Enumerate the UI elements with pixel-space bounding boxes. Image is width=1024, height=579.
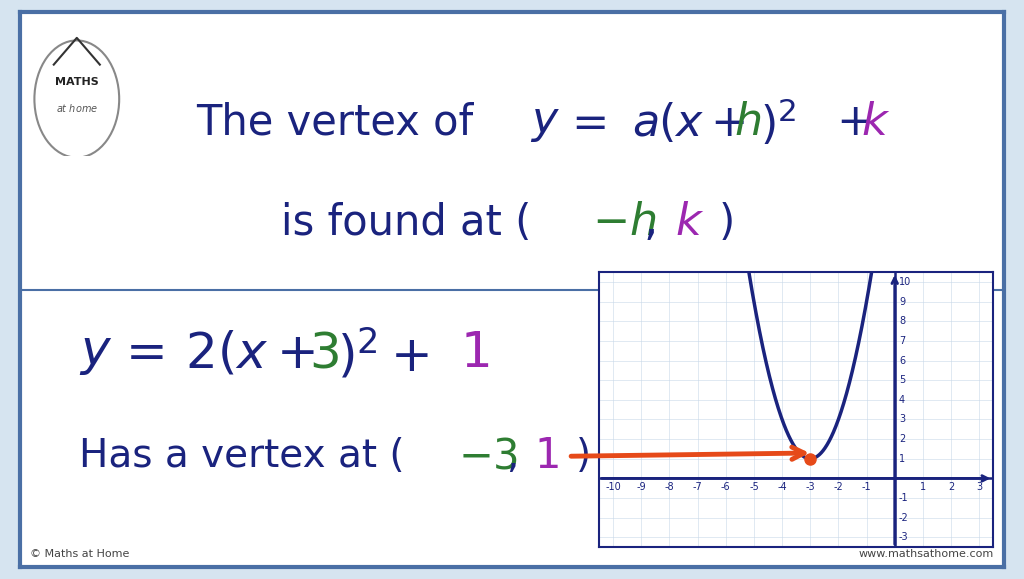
Text: 5: 5 xyxy=(899,375,905,385)
Text: 8: 8 xyxy=(899,316,905,326)
Text: $3$: $3$ xyxy=(308,329,338,378)
Text: $,$: $,$ xyxy=(642,201,654,244)
Text: $\mathit{y}$: $\mathit{y}$ xyxy=(530,101,560,144)
Text: 9: 9 xyxy=(899,296,905,307)
Text: Has a vertex at (: Has a vertex at ( xyxy=(80,437,404,475)
Text: $\mathit{k}$: $\mathit{k}$ xyxy=(861,101,891,144)
Text: $(\mathit{x}+$: $(\mathit{x}+$ xyxy=(657,101,744,145)
Text: -7: -7 xyxy=(692,482,702,492)
Text: 2: 2 xyxy=(948,482,954,492)
Text: $)^2+$: $)^2+$ xyxy=(337,326,429,381)
Text: -1: -1 xyxy=(862,482,871,492)
Text: -3: -3 xyxy=(806,482,815,492)
Text: is found at (: is found at ( xyxy=(282,202,531,244)
Text: 3: 3 xyxy=(976,482,982,492)
Text: -2: -2 xyxy=(899,512,908,523)
Text: $\,=\,$: $\,=\,$ xyxy=(556,101,606,144)
Text: -9: -9 xyxy=(637,482,646,492)
Text: $\mathit{h}$: $\mathit{h}$ xyxy=(734,101,761,144)
Text: $\,1$: $\,1$ xyxy=(528,435,560,477)
Text: 3: 3 xyxy=(899,415,905,424)
Text: © Maths at Home: © Maths at Home xyxy=(31,549,130,559)
Text: 7: 7 xyxy=(899,336,905,346)
Text: -6: -6 xyxy=(721,482,730,492)
Text: 4: 4 xyxy=(899,395,905,405)
Text: The vertex of: The vertex of xyxy=(197,102,486,144)
Text: $\mathit{a}$: $\mathit{a}$ xyxy=(632,101,658,144)
Text: ): ) xyxy=(577,437,591,475)
Text: 10: 10 xyxy=(899,277,911,287)
Text: 6: 6 xyxy=(899,356,905,365)
Text: $-\mathit{h}$: $-\mathit{h}$ xyxy=(592,201,656,244)
Text: 1: 1 xyxy=(920,482,926,492)
Text: -1: -1 xyxy=(899,493,908,503)
Text: $\,\mathit{k}$: $\,\mathit{k}$ xyxy=(668,201,705,244)
Text: -3: -3 xyxy=(899,532,908,543)
Text: -2: -2 xyxy=(834,482,844,492)
Text: MATHS: MATHS xyxy=(55,78,98,87)
Text: $+$: $+$ xyxy=(836,101,870,144)
Text: $-3$: $-3$ xyxy=(458,435,518,477)
Text: -5: -5 xyxy=(749,482,759,492)
Circle shape xyxy=(35,41,119,157)
Text: -4: -4 xyxy=(777,482,786,492)
Text: www.mathsathome.com: www.mathsathome.com xyxy=(858,549,993,559)
Text: ,: , xyxy=(506,437,518,475)
Text: $)^2$: $)^2$ xyxy=(760,97,796,148)
Text: -10: -10 xyxy=(605,482,621,492)
Text: $\mathit{y}$: $\mathit{y}$ xyxy=(80,329,113,378)
Text: $\mathit{at\ home}$: $\mathit{at\ home}$ xyxy=(55,102,98,114)
Text: 2: 2 xyxy=(899,434,905,444)
Text: $\,1$: $\,1$ xyxy=(452,329,489,378)
Text: ): ) xyxy=(719,202,735,244)
Text: $\,=\,2(\mathit{x}+$: $\,=\,2(\mathit{x}+$ xyxy=(109,329,314,378)
Text: 1: 1 xyxy=(899,454,905,464)
Text: -8: -8 xyxy=(665,482,674,492)
